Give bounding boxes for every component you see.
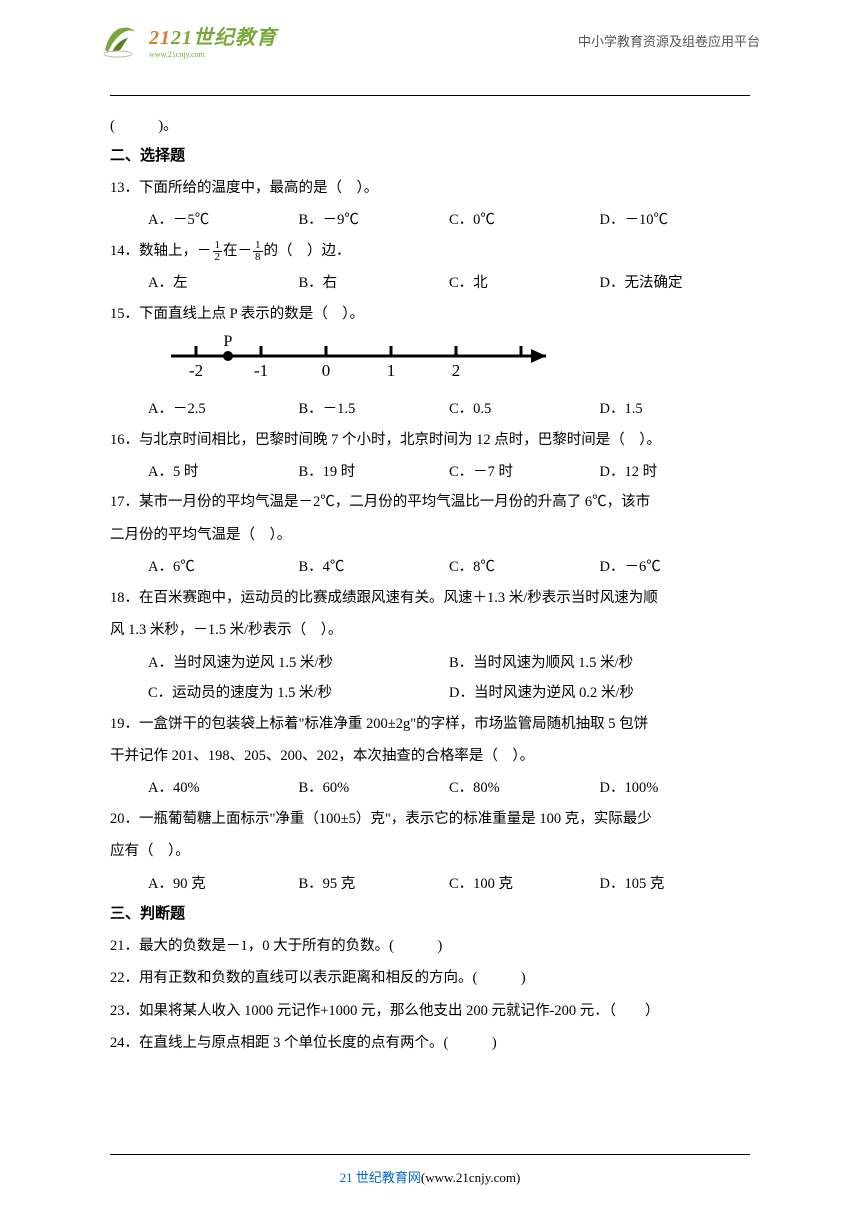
top-divider [110, 95, 750, 96]
svg-text:P: P [224, 334, 233, 350]
q19-text1: 19．一盒饼干的包装袋上标着"标准净重 200±2g"的字样，市场监管局随机抽取… [110, 709, 750, 739]
q17-text2: 二月份的平均气温是（ ）。 [110, 520, 750, 550]
q21: 21．最大的负数是－1，0 大于所有的负数。( ) [110, 931, 750, 961]
q18-opt-c: C．运动员的速度为 1.5 米/秒 [148, 678, 449, 708]
q16-options: A．5 时 B．19 时 C．－7 时 D．12 时 [110, 457, 750, 487]
q14-opt-c: C．北 [449, 268, 600, 298]
q13-opt-c: C．0℃ [449, 205, 600, 235]
logo: 2121世纪教育 www.21cnjy.com [100, 20, 277, 60]
q18-options: A．当时风速为逆风 1.5 米/秒 B．当时风速为顺风 1.5 米/秒 C．运动… [110, 648, 750, 709]
footer-link: 21 世纪教育网 [340, 1170, 421, 1185]
svg-text:2: 2 [452, 361, 461, 380]
q20-opt-c: C．100 克 [449, 869, 600, 899]
q13-options: A．－5℃ B．－9℃ C．0℃ D．－10℃ [110, 205, 750, 235]
q17-opt-c: C．8℃ [449, 552, 600, 582]
q14-opt-d: D．无法确定 [600, 268, 751, 298]
q14-text: 14．数轴上，－12在－18的（ ）边． [110, 236, 750, 266]
q14-opt-b: B．右 [299, 268, 450, 298]
q20-text2: 应有（ ）。 [110, 836, 750, 866]
logo-url: www.21cnjy.com [149, 50, 277, 59]
q19-text2: 干并记作 201、198、205、200、202，本次抽查的合格率是（ ）。 [110, 741, 750, 771]
q24: 24．在直线上与原点相距 3 个单位长度的点有两个。( ) [110, 1028, 750, 1058]
q18-opt-a: A．当时风速为逆风 1.5 米/秒 [148, 648, 449, 678]
logo-title: 2121世纪教育 [149, 21, 277, 50]
q19-opt-d: D．100% [600, 773, 751, 803]
header-right-text: 中小学教育资源及组卷应用平台 [578, 31, 760, 50]
q15-text: 15．下面直线上点 P 表示的数是（ ）。 [110, 299, 750, 329]
number-line-diagram: P -2 -1 0 1 2 [166, 334, 566, 389]
partial-line: ( )。 [110, 111, 750, 141]
content: ( )。 二、选择题 13．下面所给的温度中，最高的是（ ）。 A．－5℃ B．… [0, 95, 860, 1058]
q20-opt-d: D．105 克 [600, 869, 751, 899]
q15-opt-d: D．1.5 [600, 394, 751, 424]
q15-opt-b: B．－1.5 [299, 394, 450, 424]
q15-options: A．－2.5 B．－1.5 C．0.5 D．1.5 [110, 394, 750, 424]
q16-opt-b: B．19 时 [299, 457, 450, 487]
q17-options: A．6℃ B．4℃ C．8℃ D．－6℃ [110, 552, 750, 582]
svg-text:0: 0 [322, 361, 331, 380]
page-footer: 21 世纪教育网(www.21cnjy.com) [0, 1154, 860, 1186]
q15-opt-a: A．－2.5 [148, 394, 299, 424]
q19-options: A．40% B．60% C．80% D．100% [110, 773, 750, 803]
q18-opt-b: B．当时风速为顺风 1.5 米/秒 [449, 648, 750, 678]
q17-opt-d: D．－6℃ [600, 552, 751, 582]
footer-text: 21 世纪教育网(www.21cnjy.com) [0, 1167, 860, 1186]
q19-opt-c: C．80% [449, 773, 600, 803]
q19-opt-a: A．40% [148, 773, 299, 803]
q20-options: A．90 克 B．95 克 C．100 克 D．105 克 [110, 869, 750, 899]
section-2-title: 二、选择题 [110, 141, 750, 173]
q17-opt-a: A．6℃ [148, 552, 299, 582]
q19-opt-b: B．60% [299, 773, 450, 803]
svg-text:-1: -1 [254, 361, 268, 380]
svg-text:1: 1 [387, 361, 396, 380]
q14-opt-a: A．左 [148, 268, 299, 298]
q15-opt-c: C．0.5 [449, 394, 600, 424]
q16-opt-c: C．－7 时 [449, 457, 600, 487]
logo-icon [100, 20, 145, 60]
svg-text:-2: -2 [189, 361, 203, 380]
q20-opt-a: A．90 克 [148, 869, 299, 899]
footer-divider [110, 1154, 750, 1155]
q16-text: 16．与北京时间相比，巴黎时间晚 7 个小时，北京时间为 12 点时，巴黎时间是… [110, 425, 750, 455]
logo-text: 2121世纪教育 www.21cnjy.com [149, 21, 277, 59]
q18-text1: 18．在百米赛跑中，运动员的比赛成绩跟风速有关。风速＋1.3 米/秒表示当时风速… [110, 583, 750, 613]
q20-text1: 20．一瓶葡萄糖上面标示"净重（100±5）克"，表示它的标准重量是 100 克… [110, 804, 750, 834]
section-3-title: 三、判断题 [110, 899, 750, 931]
q23: 23．如果将某人收入 1000 元记作+1000 元，那么他支出 200 元就记… [110, 996, 750, 1026]
q17-text1: 17．某市一月份的平均气温是－2℃，二月份的平均气温比一月份的升高了 6℃，该市 [110, 487, 750, 517]
q18-text2: 风 1.3 米秒，－1.5 米/秒表示（ ）。 [110, 615, 750, 645]
page-header: 2121世纪教育 www.21cnjy.com 中小学教育资源及组卷应用平台 [0, 0, 860, 70]
q16-opt-a: A．5 时 [148, 457, 299, 487]
q16-opt-d: D．12 时 [600, 457, 751, 487]
q13-opt-d: D．－10℃ [600, 205, 751, 235]
q20-opt-b: B．95 克 [299, 869, 450, 899]
q17-opt-b: B．4℃ [299, 552, 450, 582]
q13-text: 13．下面所给的温度中，最高的是（ ）。 [110, 173, 750, 203]
q13-opt-b: B．－9℃ [299, 205, 450, 235]
q18-opt-d: D．当时风速为逆风 0.2 米/秒 [449, 678, 750, 708]
q13-opt-a: A．－5℃ [148, 205, 299, 235]
q14-options: A．左 B．右 C．北 D．无法确定 [110, 268, 750, 298]
q22: 22．用有正数和负数的直线可以表示距离和相反的方向。( ) [110, 963, 750, 993]
